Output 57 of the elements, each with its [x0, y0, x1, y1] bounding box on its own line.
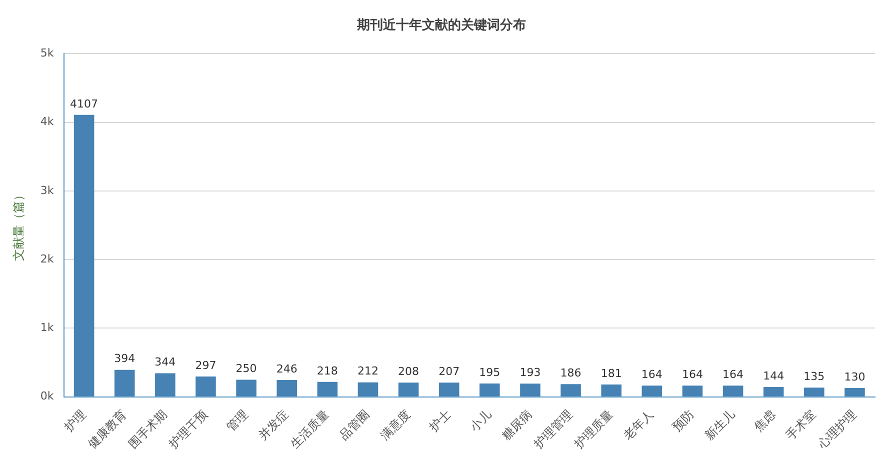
data-label: 164 [641, 368, 662, 381]
bar [398, 382, 419, 396]
bar [642, 386, 662, 396]
data-label: 246 [276, 362, 298, 376]
x-tick-label: 预防 [670, 407, 697, 434]
x-tick-label: 小儿 [467, 407, 494, 434]
y-tick-label: 0k [40, 390, 54, 403]
y-tick-label: 5k [40, 46, 54, 60]
x-tick-label: 管理 [224, 407, 251, 434]
bar [155, 373, 176, 396]
data-label: 218 [316, 364, 338, 378]
data-label: 4107 [70, 97, 98, 110]
x-tick-label: 焦虑 [751, 407, 778, 434]
x-tick-label: 护士 [426, 407, 454, 435]
data-label: 130 [844, 370, 866, 384]
data-label: 344 [154, 356, 176, 369]
y-tick-label: 2k [40, 252, 54, 266]
bar [74, 114, 94, 396]
bar [601, 384, 622, 396]
y-tick-label: 1k [40, 321, 54, 334]
data-label: 144 [763, 369, 784, 382]
data-label: 208 [398, 364, 420, 378]
x-tick-label: 品管圈 [336, 407, 372, 443]
bar [682, 386, 703, 396]
data-label: 250 [236, 362, 257, 376]
x-tick-label: 满意度 [378, 407, 413, 443]
x-tick-label: 老年人 [620, 407, 656, 443]
data-label: 181 [600, 366, 622, 380]
bar [196, 376, 216, 396]
data-label: 212 [357, 364, 378, 378]
data-label: 394 [114, 352, 136, 366]
data-label: 164 [682, 368, 703, 381]
y-tick-label: 3k [40, 184, 54, 197]
bar [722, 386, 744, 396]
bar [438, 382, 460, 396]
data-label: 186 [560, 366, 582, 380]
bar [560, 384, 581, 396]
bar [844, 388, 865, 396]
bar [276, 380, 297, 396]
data-label: 193 [520, 366, 541, 379]
bar [114, 370, 135, 396]
chart-title: 期刊近十年文献的关键词分布 [356, 17, 526, 34]
y-tick-label: 4k [40, 115, 54, 128]
data-label: 195 [479, 366, 500, 379]
data-label: 164 [722, 368, 744, 381]
x-tick-label: 新生儿 [702, 407, 738, 443]
data-label: 207 [438, 365, 460, 378]
y-axis-title: 文献量（篇） [11, 189, 26, 262]
bar [520, 384, 540, 396]
bar [236, 380, 256, 396]
data-label: 135 [804, 370, 825, 383]
bar [804, 388, 824, 396]
bar [763, 386, 784, 396]
bar [358, 382, 378, 396]
bar [317, 382, 338, 396]
data-label: 297 [195, 358, 216, 372]
bar [480, 383, 500, 396]
